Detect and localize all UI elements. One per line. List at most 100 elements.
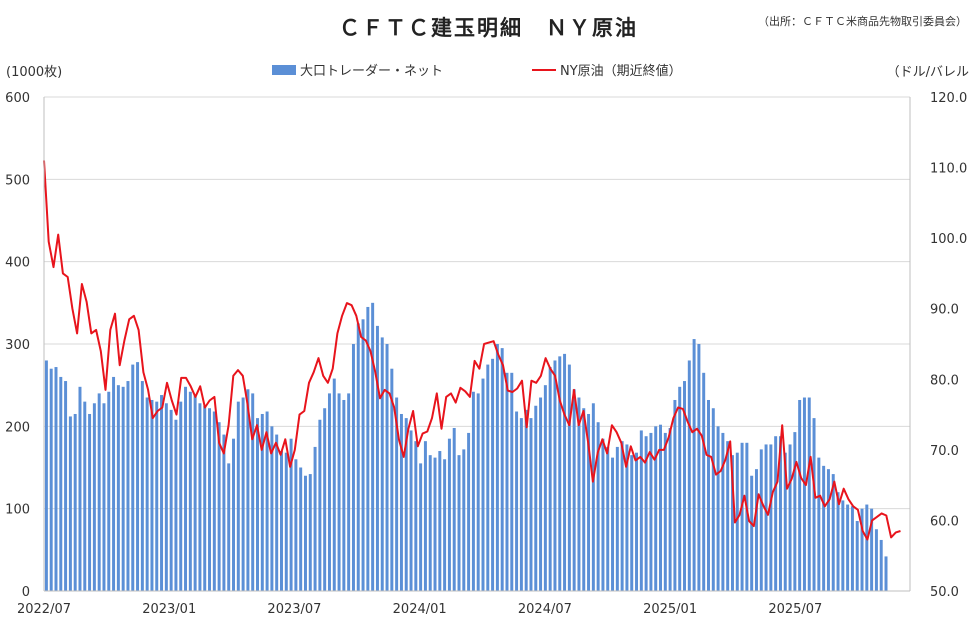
x-tick-label: 2024/01 <box>393 602 447 617</box>
bar <box>524 409 528 591</box>
bar <box>534 405 538 591</box>
bar <box>457 455 461 591</box>
bar <box>73 413 77 591</box>
bar <box>850 506 854 591</box>
bar <box>169 409 173 591</box>
bar <box>467 432 471 591</box>
bar <box>841 500 845 591</box>
bar <box>740 442 744 591</box>
axes: 0 100 200 300 400 500 600 50.0 60.0 70.0 80.0 90.0 1… <box>5 91 967 617</box>
bar <box>879 539 883 591</box>
bar <box>83 401 87 591</box>
bar <box>606 446 610 591</box>
bar <box>759 449 763 591</box>
bar <box>404 418 408 591</box>
bar <box>630 455 634 591</box>
bar <box>327 393 331 591</box>
bar <box>246 389 250 591</box>
bar <box>769 444 773 591</box>
left-tick-label: 500 <box>5 173 30 188</box>
bar <box>280 451 283 591</box>
bar <box>826 469 830 591</box>
bar <box>337 393 341 591</box>
bar <box>486 364 490 591</box>
bar <box>270 426 274 591</box>
source-note: （出所：ＣＦＴＣ米商品先物取引委員会） <box>758 15 967 28</box>
right-tick-label: 80.0 <box>930 373 959 388</box>
bar <box>831 474 835 591</box>
bar <box>294 459 298 591</box>
bar <box>707 399 710 591</box>
right-tick-label: 50.0 <box>930 585 959 600</box>
bar <box>505 372 509 591</box>
bar <box>754 469 758 591</box>
legend-bar-swatch <box>272 64 296 75</box>
bar <box>140 381 144 591</box>
bar <box>730 455 734 591</box>
bar <box>793 432 797 591</box>
bar <box>500 348 504 591</box>
bar <box>596 422 600 591</box>
right-tick-label: 70.0 <box>930 444 959 459</box>
bar <box>121 386 125 591</box>
x-tick-label: 2023/07 <box>267 602 321 617</box>
bar <box>822 465 826 591</box>
bar <box>673 399 677 591</box>
bar <box>563 353 567 591</box>
bar <box>275 434 279 591</box>
bar <box>639 430 643 591</box>
bar <box>798 399 802 591</box>
bar <box>59 376 63 591</box>
bar <box>572 389 576 591</box>
bar <box>236 401 240 591</box>
bar <box>582 408 586 591</box>
bar <box>88 413 92 591</box>
bar <box>663 432 667 591</box>
bar <box>495 344 499 591</box>
bar <box>232 438 235 591</box>
bar <box>399 413 403 591</box>
legend-line-swatch <box>532 68 556 71</box>
bar <box>155 401 159 591</box>
price-line <box>43 160 901 541</box>
bar <box>788 444 792 591</box>
bar <box>807 397 811 591</box>
bar <box>510 372 514 591</box>
bar <box>375 325 379 591</box>
bar <box>692 339 696 591</box>
bar <box>351 344 355 591</box>
bar <box>126 381 130 591</box>
bar <box>356 323 360 591</box>
bar <box>64 381 68 591</box>
bar <box>615 446 619 591</box>
bar <box>198 403 202 591</box>
bar <box>241 397 245 591</box>
bar <box>366 306 370 591</box>
bar <box>112 376 116 591</box>
bar <box>260 413 264 591</box>
bar <box>687 360 691 591</box>
left-tick-label: 300 <box>5 338 30 353</box>
bar <box>380 337 384 591</box>
bar <box>342 399 346 591</box>
bar <box>865 504 869 591</box>
bar <box>361 319 365 591</box>
bar <box>529 418 533 591</box>
bar <box>136 362 140 591</box>
right-tick-label: 120.0 <box>930 91 967 106</box>
bar <box>635 452 639 591</box>
bar <box>385 344 389 591</box>
bar <box>519 418 523 591</box>
line-series <box>43 160 901 541</box>
bar <box>543 385 547 591</box>
left-tick-label: 400 <box>5 256 30 271</box>
bar <box>284 452 288 591</box>
bar <box>54 367 58 591</box>
bar <box>649 432 653 591</box>
bar <box>462 449 466 591</box>
bar <box>409 430 413 591</box>
x-tick-label: 2025/01 <box>643 602 697 617</box>
bar <box>539 397 543 591</box>
bar <box>855 521 859 591</box>
bar <box>308 474 312 591</box>
